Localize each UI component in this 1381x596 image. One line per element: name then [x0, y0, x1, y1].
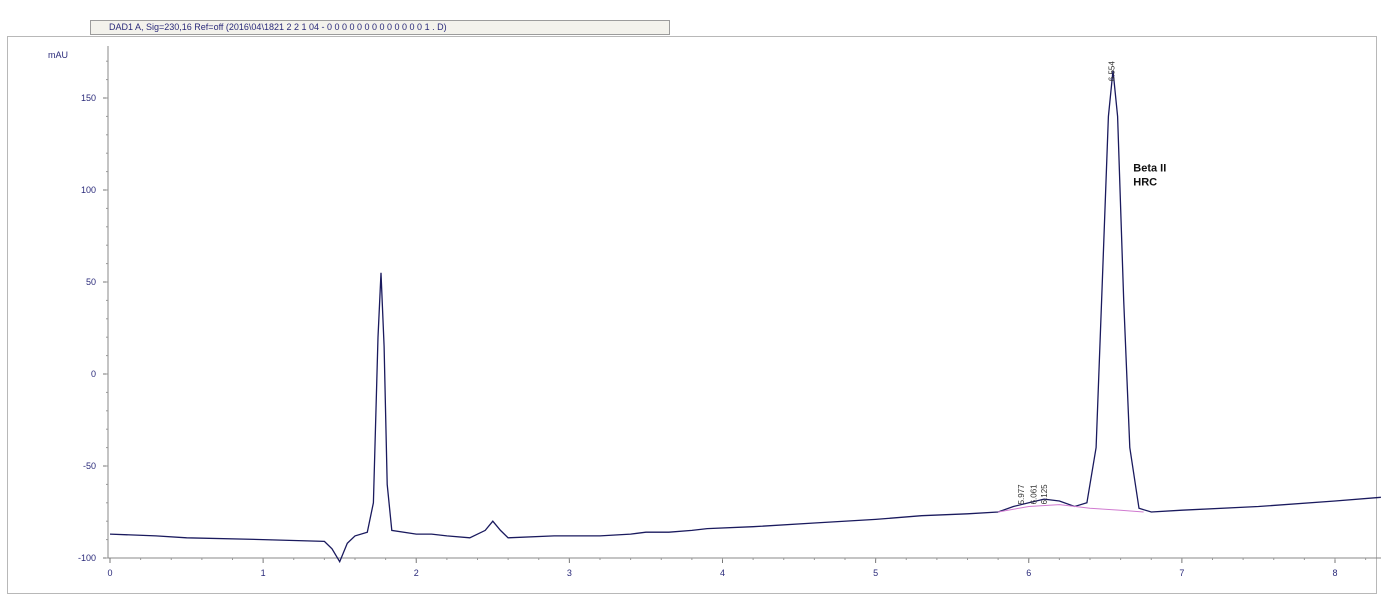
y-tick-label: 50: [86, 277, 96, 287]
x-tick-label: 5: [873, 568, 878, 578]
x-tick-label: 2: [414, 568, 419, 578]
series-layer: [109, 70, 1381, 564]
x-tick-label: 7: [1179, 568, 1184, 578]
x-tick-label: 1: [261, 568, 266, 578]
axes: mAU -100 -50 0 50 100 150 0 1 2 3 4 5 6 7 8: [48, 46, 1381, 578]
y-tick-label: -100: [78, 553, 96, 563]
x-tick-label: 8: [1332, 568, 1337, 578]
y-tick-label: 150: [81, 93, 96, 103]
y-tick-label: -50: [83, 461, 96, 471]
baseline-trace: [998, 504, 1144, 513]
signal-header: DAD1 A, Sig=230,16 Ref=off (2016\04\1821…: [90, 20, 670, 35]
signal-trace: [109, 70, 1381, 564]
y-unit-label: mAU: [48, 50, 68, 60]
peak-rt-label: 5.977: [1017, 484, 1026, 505]
x-tick-label: 3: [567, 568, 572, 578]
peak-rt-label: 6.061: [1029, 484, 1038, 505]
x-tick-label: 6: [1026, 568, 1031, 578]
peak-labels: 6.554 5.977 6.061 6.125 Beta II HRC: [1017, 61, 1166, 505]
peak-annotation-line: Beta II: [1133, 163, 1166, 175]
y-tick-label: 100: [81, 185, 96, 195]
peak-annotation-line: HRC: [1133, 177, 1157, 189]
x-tick-label: 0: [107, 568, 112, 578]
peak-rt-label: 6.554: [1108, 61, 1117, 82]
peak-rt-label: 6.125: [1040, 484, 1049, 505]
y-tick-label: 0: [91, 369, 96, 379]
x-tick-label: 4: [720, 568, 725, 578]
plot-frame: [7, 36, 1377, 594]
